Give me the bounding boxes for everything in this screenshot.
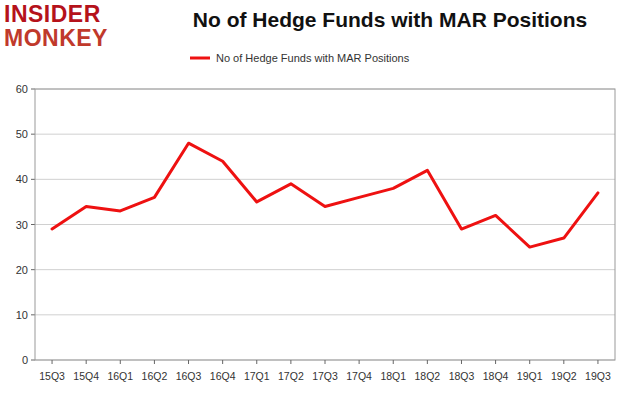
y-tick-label: 30 [16, 219, 28, 231]
y-tick [31, 179, 35, 180]
logo: MONKEY [4, 25, 108, 51]
y-tick [31, 269, 35, 270]
title: No of Hedge Funds with MAR Positions [193, 8, 587, 31]
plot-frame [35, 89, 615, 360]
x-tick-label: 18Q3 [449, 370, 475, 382]
y-tick [31, 134, 35, 135]
y-tick [31, 89, 35, 90]
logo: INSIDER [4, 1, 101, 27]
x-tick [256, 360, 257, 364]
x-tick [529, 360, 530, 364]
y-tick-label: 10 [16, 309, 28, 321]
y-tick [31, 224, 35, 225]
y-tick [31, 360, 35, 361]
x-tick-label: 15Q3 [39, 370, 65, 382]
grid-line [35, 179, 615, 180]
y-tick [31, 314, 35, 315]
legend-swatch [190, 57, 210, 60]
x-tick-label: 17Q4 [346, 370, 372, 382]
grid-line [35, 269, 615, 270]
grid-line [35, 314, 615, 315]
x-tick [495, 360, 496, 364]
x-tick-label: 16Q2 [142, 370, 168, 382]
y-tick-label: 0 [22, 354, 28, 366]
x-tick [461, 360, 462, 364]
x-tick [359, 360, 360, 364]
y-tick-label: 50 [16, 128, 28, 140]
x-tick-label: 17Q3 [312, 370, 338, 382]
x-tick [597, 360, 598, 364]
x-tick [290, 360, 291, 364]
x-tick [222, 360, 223, 364]
y-tick-label: 20 [16, 264, 28, 276]
x-tick-label: 19Q1 [517, 370, 543, 382]
x-tick-label: 17Q1 [244, 370, 270, 382]
x-tick-label: 16Q3 [176, 370, 202, 382]
legend-label: No of Hedge Funds with MAR Positions [216, 52, 410, 64]
x-tick-label: 16Q4 [210, 370, 236, 382]
x-tick [52, 360, 53, 364]
x-tick [154, 360, 155, 364]
y-tick-label: 40 [16, 173, 28, 185]
x-tick-label: 18Q2 [415, 370, 441, 382]
x-tick-label: 19Q3 [585, 370, 611, 382]
x-tick-label: 15Q4 [73, 370, 99, 382]
grid-line [35, 224, 615, 225]
plot-area [52, 143, 598, 247]
x-tick-label: 16Q1 [107, 370, 133, 382]
series-line [52, 143, 598, 247]
x-tick [563, 360, 564, 364]
x-tick-label: 18Q4 [483, 370, 509, 382]
x-tick [393, 360, 394, 364]
x-tick-label: 19Q2 [551, 370, 577, 382]
y-tick-label: 60 [16, 83, 28, 95]
x-tick [120, 360, 121, 364]
x-tick [86, 360, 87, 364]
x-tick [325, 360, 326, 364]
x-tick [427, 360, 428, 364]
grid-line [35, 134, 615, 135]
x-tick-label: 17Q2 [278, 370, 304, 382]
x-tick-label: 18Q1 [380, 370, 406, 382]
chart: INSIDERMONKEY No of Hedge Funds with MAR … [0, 0, 625, 395]
x-tick [188, 360, 189, 364]
